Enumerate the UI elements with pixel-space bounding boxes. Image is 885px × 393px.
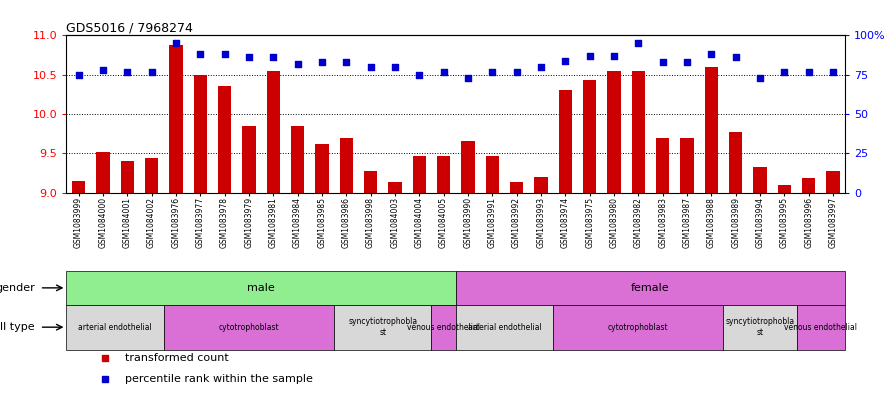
Bar	[291, 126, 304, 193]
Point	[436, 68, 450, 75]
Text: female: female	[631, 283, 670, 293]
Bar	[364, 171, 377, 193]
Text: GDS5016 / 7968274: GDS5016 / 7968274	[66, 21, 193, 34]
Bar	[164, 305, 335, 350]
Point	[582, 53, 596, 59]
Bar	[66, 305, 164, 350]
Point	[704, 51, 719, 57]
Bar	[704, 67, 718, 193]
Bar	[194, 75, 207, 193]
Point	[388, 64, 402, 70]
Bar	[583, 80, 596, 193]
Bar	[389, 182, 402, 193]
Bar	[724, 305, 796, 350]
Bar	[827, 171, 840, 193]
Point	[193, 51, 207, 57]
Bar	[729, 132, 743, 193]
Bar	[218, 86, 231, 193]
Bar	[796, 305, 845, 350]
Text: syncytiotrophobla
st: syncytiotrophobla st	[348, 318, 418, 337]
Text: syncytiotrophobla
st: syncytiotrophobla st	[726, 318, 795, 337]
Point	[315, 59, 329, 65]
Bar	[120, 161, 134, 193]
Text: arterial endothelial: arterial endothelial	[78, 323, 152, 332]
Point	[120, 68, 135, 75]
Text: percentile rank within the sample: percentile rank within the sample	[125, 374, 312, 384]
Point	[144, 68, 158, 75]
Point	[218, 51, 232, 57]
Point	[96, 67, 110, 73]
Bar	[681, 138, 694, 193]
Text: venous endothelial: venous endothelial	[784, 323, 858, 332]
Bar	[802, 178, 815, 193]
Point	[266, 54, 281, 61]
Bar	[456, 305, 553, 350]
Text: cytotrophoblast: cytotrophoblast	[219, 323, 280, 332]
Bar	[558, 90, 572, 193]
Bar	[510, 182, 523, 193]
Bar	[607, 71, 620, 193]
Bar	[169, 45, 182, 193]
Bar	[535, 177, 548, 193]
Bar	[412, 156, 426, 193]
Bar	[96, 152, 110, 193]
Point	[534, 64, 548, 70]
Text: gender: gender	[0, 283, 35, 293]
Point	[461, 75, 475, 81]
Bar	[242, 126, 256, 193]
Point	[510, 68, 524, 75]
Text: cell type: cell type	[0, 322, 35, 332]
Point	[777, 68, 791, 75]
Point	[802, 68, 816, 75]
Bar	[486, 156, 499, 193]
Text: cytotrophoblast: cytotrophoblast	[608, 323, 669, 332]
Bar	[431, 305, 456, 350]
Point	[412, 72, 427, 78]
Point	[728, 54, 743, 61]
Bar	[266, 71, 280, 193]
Point	[558, 57, 573, 64]
Point	[339, 59, 353, 65]
Bar	[335, 305, 432, 350]
Bar	[315, 144, 328, 193]
Bar	[656, 138, 669, 193]
Bar	[72, 181, 85, 193]
Point	[242, 54, 256, 61]
Bar	[66, 271, 456, 305]
Point	[169, 40, 183, 46]
Point	[290, 61, 304, 67]
Text: male: male	[247, 283, 275, 293]
Point	[753, 75, 767, 81]
Point	[72, 72, 86, 78]
Bar	[461, 141, 474, 193]
Bar	[340, 138, 353, 193]
Bar	[145, 158, 158, 193]
Bar	[456, 271, 845, 305]
Bar	[778, 185, 791, 193]
Bar	[553, 305, 724, 350]
Point	[826, 68, 840, 75]
Point	[607, 53, 621, 59]
Bar	[753, 167, 766, 193]
Text: transformed count: transformed count	[125, 353, 228, 364]
Text: arterial endothelial: arterial endothelial	[467, 323, 542, 332]
Point	[364, 64, 378, 70]
Bar	[437, 156, 450, 193]
Point	[656, 59, 670, 65]
Point	[631, 40, 645, 46]
Text: venous endothelial: venous endothelial	[407, 323, 480, 332]
Point	[680, 59, 694, 65]
Bar	[632, 71, 645, 193]
Point	[485, 68, 499, 75]
